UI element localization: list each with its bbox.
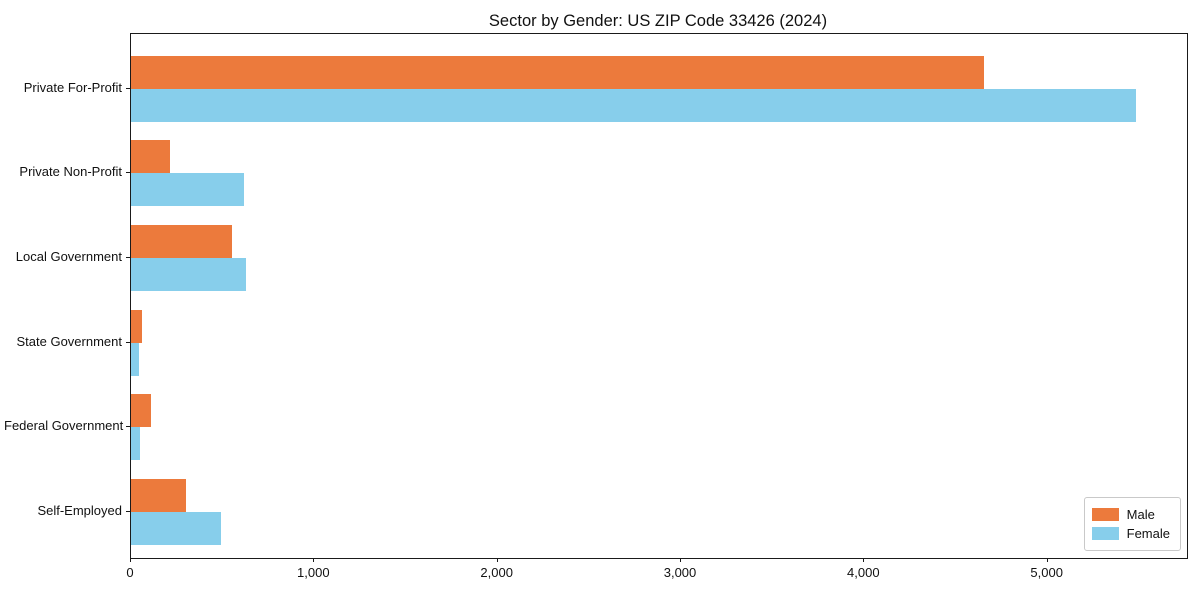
y-tick-label-self-employed: Self-Employed (37, 503, 122, 518)
x-tick-label-5000: 5,000 (1030, 565, 1063, 580)
x-tick-label-3000: 3,000 (663, 565, 697, 580)
bar-male-self-employed (131, 479, 186, 512)
y-tick-mark-federal-government (126, 426, 130, 428)
bar-male-state-government (131, 309, 142, 343)
x-tick-mark-4000 (863, 558, 865, 562)
bar-female-state-government (131, 342, 140, 376)
legend: Male Female (1083, 497, 1181, 551)
legend-swatch-female (1091, 527, 1119, 540)
y-tick-mark-private-non-profit (126, 172, 130, 174)
plot-area (130, 33, 1188, 559)
bar-male-private-for-profit (131, 55, 984, 89)
x-tick-mark-5000 (1046, 558, 1048, 562)
y-tick-label-federal-government: Federal Government (4, 418, 124, 434)
x-tick-mark-1000 (313, 558, 315, 562)
legend-label-female: Female (1126, 526, 1170, 541)
y-tick-label-state-government: State Government (16, 333, 123, 349)
legend-entry-female: Female (1091, 525, 1170, 542)
y-tick-label-local-government: Local Government (15, 248, 122, 264)
legend-entry-male: Male (1091, 506, 1170, 523)
legend-label-male: Male (1126, 507, 1155, 522)
bar-female-private-for-profit (131, 88, 1136, 122)
x-tick-mark-2000 (496, 558, 498, 562)
bar-female-local-government (131, 257, 246, 291)
x-tick-label-1000: 1,000 (297, 565, 330, 580)
y-tick-mark-self-employed (126, 511, 130, 512)
bar-female-private-non-profit (131, 173, 244, 207)
x-tick-label-2000: 2,000 (480, 565, 513, 580)
bar-female-self-employed (131, 512, 221, 545)
y-tick-label-private-non-profit: Private Non-Profit (19, 164, 122, 180)
x-tick-label-0: 0 (126, 565, 134, 580)
x-tick-mark-3000 (680, 558, 681, 562)
y-tick-mark-local-government (126, 256, 130, 258)
bar-male-federal-government (131, 394, 152, 428)
bar-female-federal-government (131, 427, 141, 461)
y-tick-mark-state-government (126, 341, 130, 343)
bar-male-private-non-profit (131, 140, 171, 174)
chart-title: Sector by Gender: US ZIP Code 33426 (202… (488, 12, 828, 30)
x-tick-label-4000: 4,000 (847, 565, 880, 580)
legend-swatch-male (1091, 508, 1119, 521)
bar-male-local-government (131, 224, 232, 258)
y-tick-mark-private-for-profit (126, 87, 130, 89)
x-tick-mark-0 (130, 558, 131, 562)
y-tick-label-private-for-profit: Private For-Profit (23, 79, 122, 95)
